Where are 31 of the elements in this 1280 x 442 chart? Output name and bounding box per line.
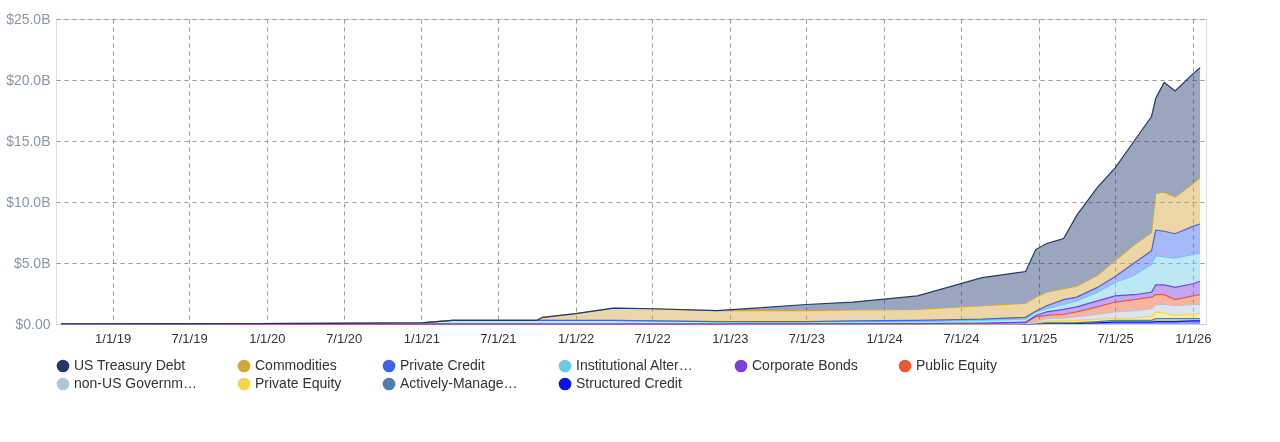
legend-label: US Treasury Debt (74, 357, 186, 373)
y-tick-label: $10.0B (6, 193, 51, 210)
y-tick-label: $0.00 (15, 315, 51, 332)
x-tick-label: 1/1/23 (712, 330, 749, 346)
legend-label: Commodities (255, 357, 337, 373)
x-tick-label: 7/1/20 (326, 330, 363, 346)
x-tick-label: 7/1/23 (788, 330, 825, 346)
legend-label: Private Credit (400, 357, 485, 373)
x-tick-label: 1/1/21 (403, 330, 441, 346)
y-tick-label: $15.0B (6, 132, 51, 149)
legend-label: Actively-Manage… (400, 375, 518, 391)
x-tick-label: 1/1/19 (95, 330, 132, 346)
x-tick-label: 1/1/22 (558, 330, 595, 346)
x-tick-label: 7/1/24 (943, 330, 980, 346)
x-tick-label: 1/1/24 (866, 330, 903, 346)
y-tick-label: $5.0B (13, 254, 51, 271)
legend-label: Institutional Alter… (576, 357, 693, 373)
legend-label: Corporate Bonds (752, 357, 858, 373)
x-tick-label: 7/1/19 (171, 330, 208, 346)
x-tick-label: 7/1/22 (634, 330, 671, 346)
legend-label: Structured Credit (576, 375, 682, 391)
legend-label: Private Equity (255, 375, 342, 391)
legend-label: non-US Governm… (74, 375, 197, 391)
x-tick-label: 7/1/21 (480, 330, 517, 346)
legend-label: Public Equity (916, 357, 997, 373)
x-tick-label: 7/1/25 (1097, 330, 1134, 346)
y-tick-label: $20.0B (6, 71, 51, 88)
x-tick-label: 1/1/25 (1021, 330, 1058, 346)
y-tick-label: $25.0B (6, 10, 51, 27)
x-tick-label: 1/1/20 (249, 330, 286, 346)
x-tick-label: 1/1/26 (1175, 330, 1212, 346)
